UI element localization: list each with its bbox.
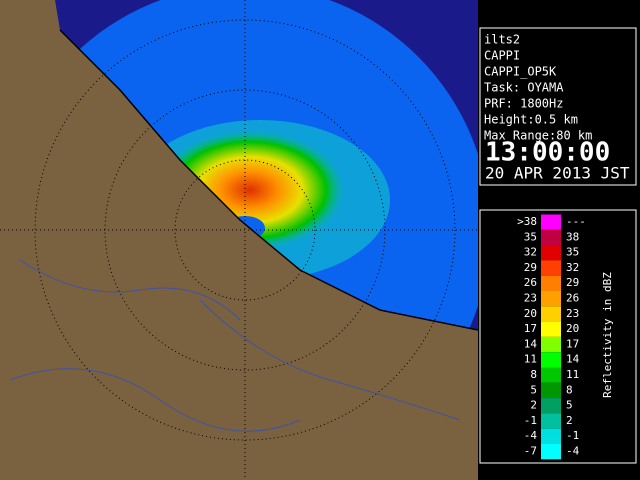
legend-high: 20 <box>566 322 579 335</box>
land <box>0 0 478 480</box>
legend-high: --- <box>566 215 586 228</box>
legend-swatch <box>541 245 561 261</box>
info-line: Task: OYAMA <box>484 81 564 95</box>
info-line: CAPPI_OP5K <box>484 65 557 79</box>
legend-high: 11 <box>566 368 579 381</box>
legend-high: 35 <box>566 246 579 259</box>
legend-high: 5 <box>566 399 573 412</box>
legend-high: 23 <box>566 307 579 320</box>
legend-swatch <box>541 336 561 353</box>
legend-high: 2 <box>566 414 573 427</box>
info-line: PRF: 1800Hz <box>484 97 563 111</box>
legend-swatch <box>541 291 561 307</box>
legend-high: -1 <box>566 429 579 442</box>
info-line: CAPPI <box>484 49 520 63</box>
legend-rows: >38 --- 35 38 32 35 29 32 26 29 23 26 20 23 17 20 14 17 11… <box>517 214 586 460</box>
legend-title: Reflectivity in dBZ <box>601 272 614 398</box>
legend-swatch <box>541 321 561 337</box>
info-line: Max Range:80 km <box>484 129 592 143</box>
date: 20 APR 2013 JST <box>485 164 630 183</box>
legend-swatch <box>541 413 561 429</box>
info-line: Height:0.5 km <box>484 113 578 127</box>
legend-swatch <box>541 214 561 230</box>
legend-high: 38 <box>566 230 579 243</box>
legend-low: 29 <box>524 261 537 274</box>
legend-high: 29 <box>566 276 579 289</box>
radar-map <box>0 0 478 480</box>
range-rings <box>0 0 478 480</box>
legend-high: 8 <box>566 383 573 396</box>
legend-swatch <box>541 398 561 414</box>
legend-swatch <box>541 306 561 322</box>
legend-swatch <box>541 428 561 444</box>
legend-low: 11 <box>524 353 537 366</box>
legend-low: 23 <box>524 292 537 305</box>
rivers <box>9 259 461 432</box>
legend-swatch <box>541 367 561 383</box>
info-panel <box>479 27 637 186</box>
time: 13:00:00 <box>485 138 610 168</box>
legend-low: 2 <box>530 399 537 412</box>
legend-low: -1 <box>524 414 537 427</box>
legend-high: 17 <box>566 337 579 350</box>
legend-low: 14 <box>524 337 538 350</box>
legend-low: 26 <box>524 276 537 289</box>
legend-low: -7 <box>524 445 537 458</box>
legend-low: 32 <box>524 246 537 259</box>
legend-high: -4 <box>566 445 580 458</box>
legend-high: 26 <box>566 292 579 305</box>
legend-low: 17 <box>524 322 537 335</box>
legend-high: 14 <box>566 353 580 366</box>
coastline <box>59 29 478 331</box>
info-line: ilts2 <box>484 33 520 47</box>
legend-low: 20 <box>524 307 537 320</box>
legend-swatch <box>541 352 561 368</box>
legend-low: >38 <box>517 215 537 228</box>
legend-swatch <box>541 229 561 246</box>
legend-low: 35 <box>524 230 537 243</box>
legend-swatch <box>541 382 561 399</box>
legend-high: 32 <box>566 261 579 274</box>
legend-swatch <box>541 444 561 460</box>
legend-swatch <box>541 260 561 276</box>
legend-low: 8 <box>530 368 537 381</box>
legend-low: 5 <box>530 383 537 396</box>
info-lines: ilts2 CAPPI CAPPI_OP5K Task: OYAMA PRF: 1800… <box>484 33 592 143</box>
legend-swatch <box>541 275 561 291</box>
legend-low: -4 <box>524 429 538 442</box>
